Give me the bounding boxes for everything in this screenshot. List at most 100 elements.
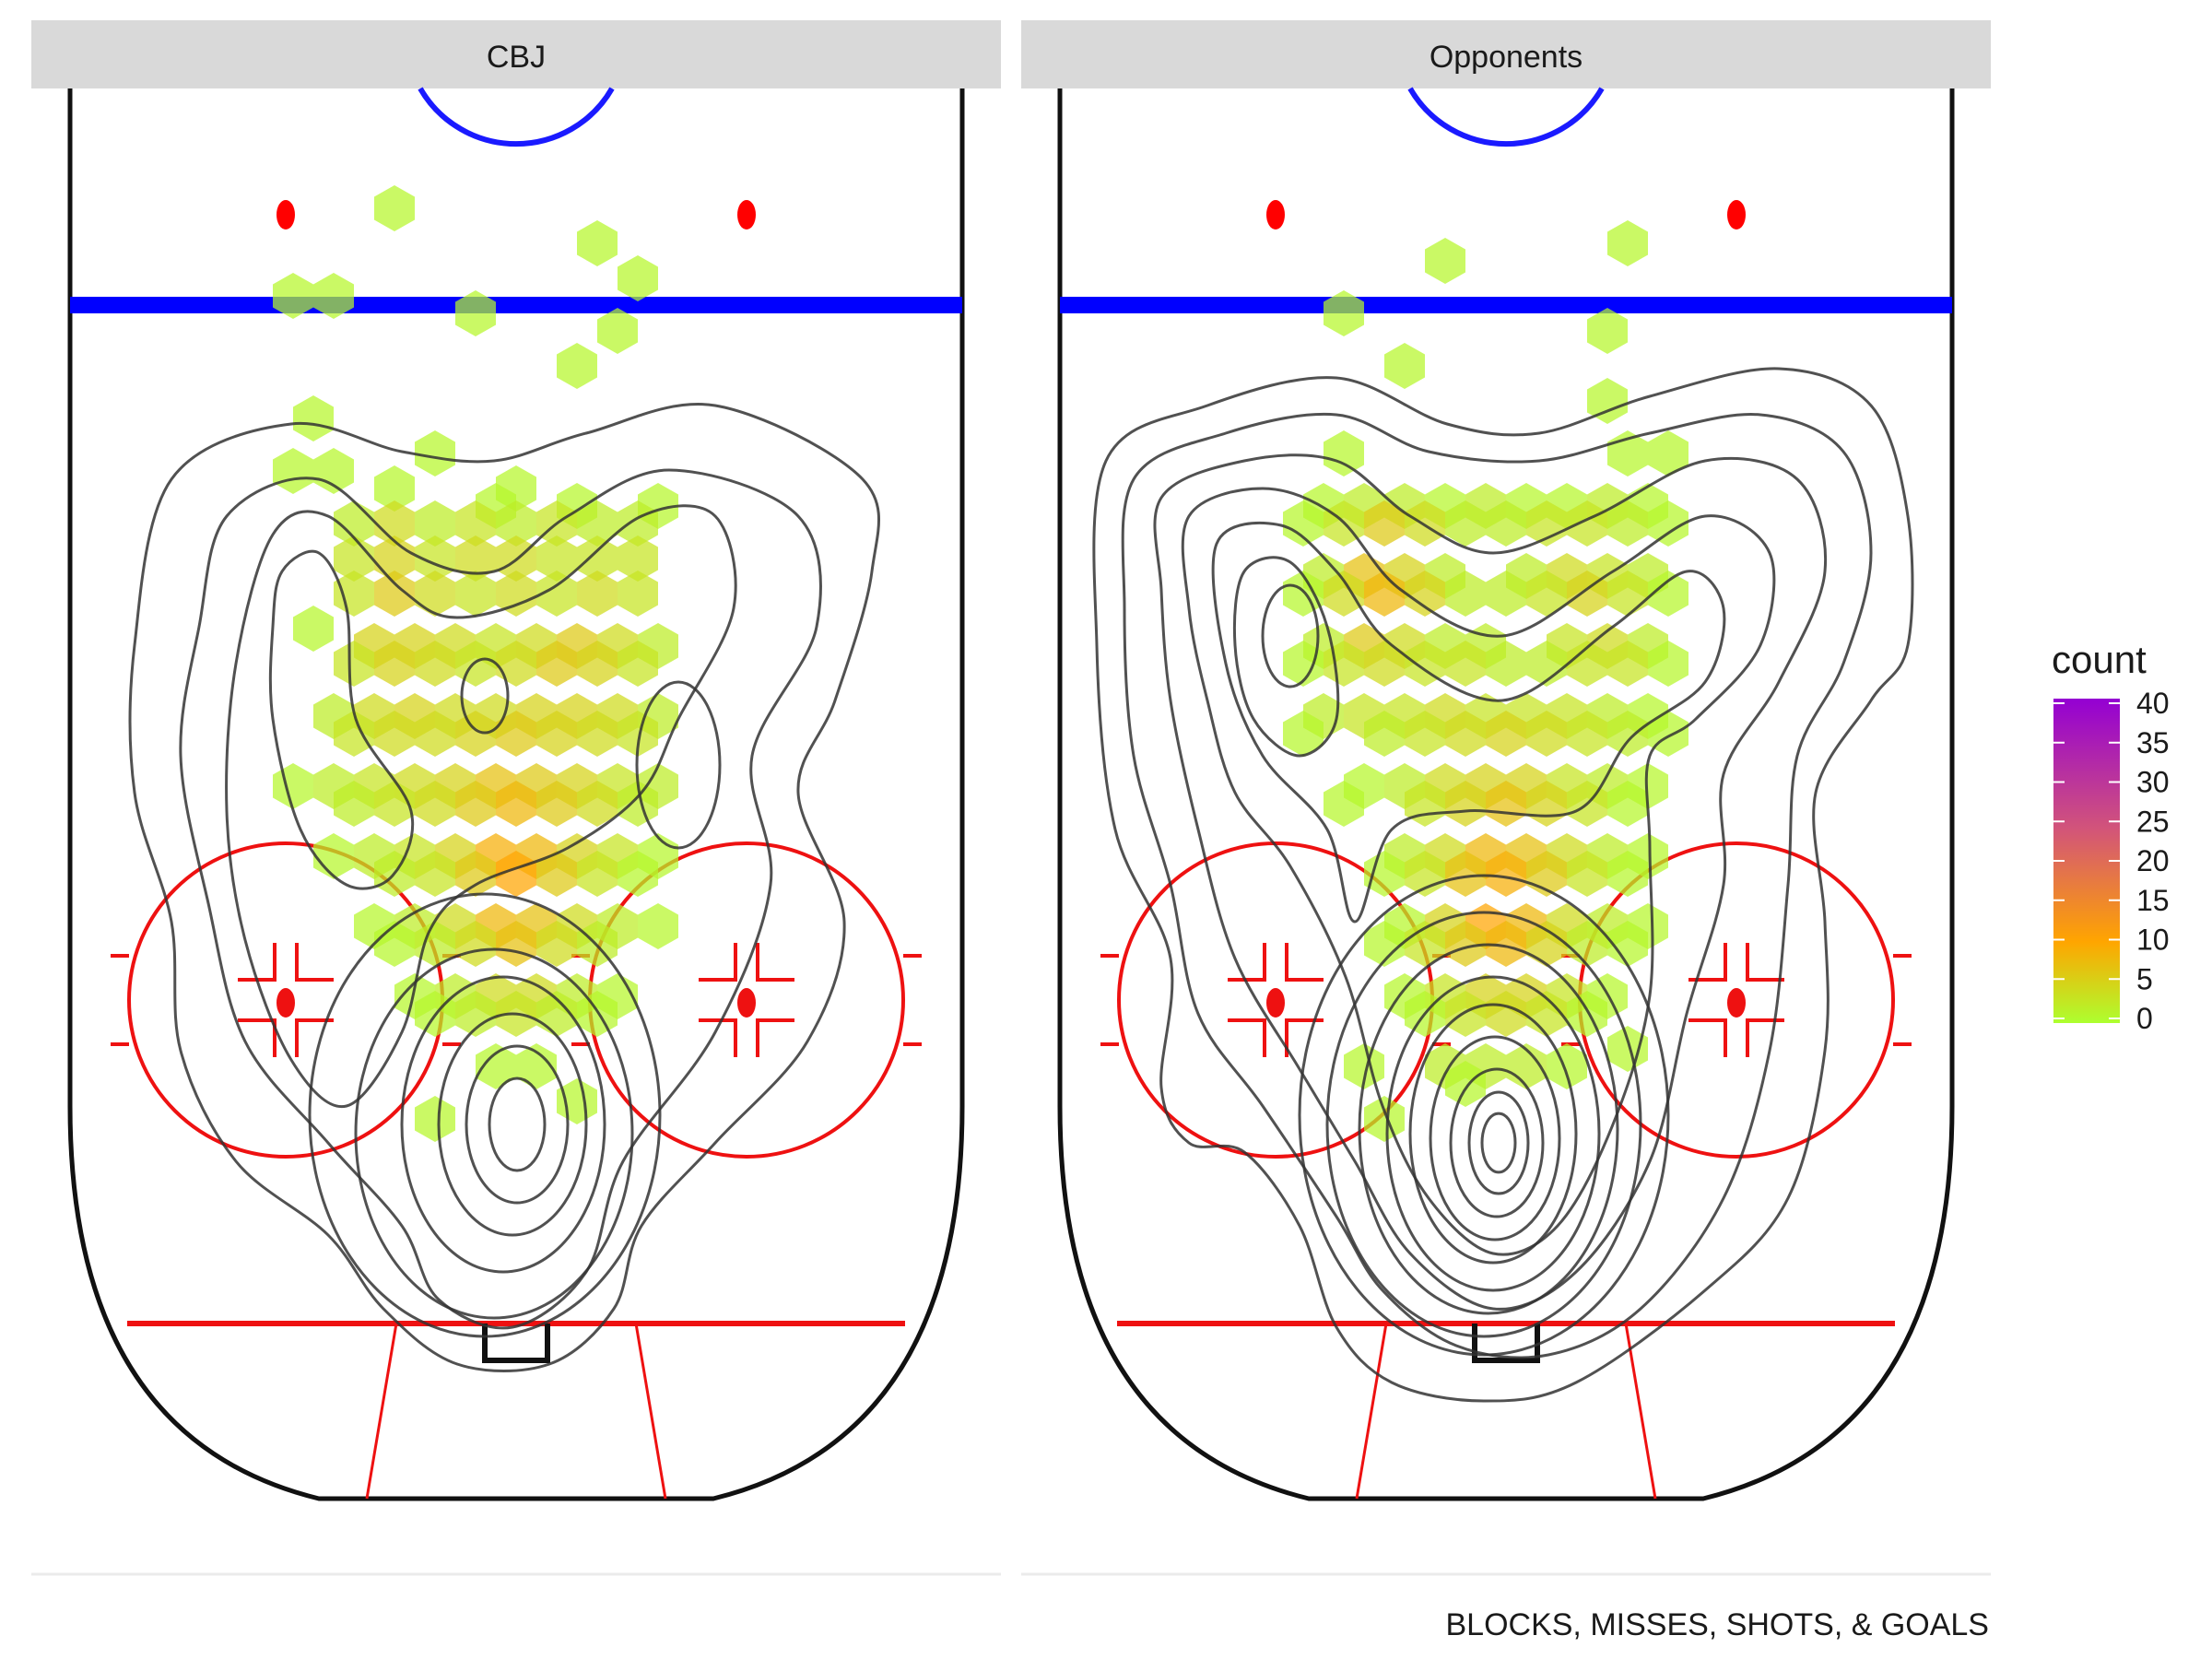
hexbin-cell [1486, 921, 1526, 967]
hexbin-cell [577, 781, 618, 827]
hexbin-cell [1364, 1096, 1405, 1142]
hexbin-cell [313, 833, 354, 879]
hexbin-cell [1445, 711, 1486, 757]
density-contours-opponents [1092, 367, 1914, 1403]
hexbin-cell [1648, 500, 1688, 547]
hexbin-cell [455, 991, 496, 1037]
density-contour [1153, 453, 1828, 1311]
hexbin-cell [1607, 430, 1648, 477]
hexbin-cell [1486, 641, 1526, 687]
faceoff-l-marker [1228, 1018, 1266, 1057]
hexbin-cell [496, 781, 536, 827]
hexbin-cell [1364, 641, 1405, 687]
facet-opponents: Opponents [1021, 20, 1991, 1501]
density-contour [635, 680, 722, 850]
density-contour [1480, 1112, 1517, 1174]
hexbin-cell [1364, 500, 1405, 547]
hexbin-cell [1607, 500, 1648, 547]
hexbin-cell [1405, 500, 1445, 547]
hexbin-cell [536, 921, 577, 967]
hexbin-cell [618, 641, 658, 687]
hexbin-cell [536, 571, 577, 617]
density-contour [1181, 487, 1776, 1256]
hexbin-cell [455, 571, 496, 617]
facet-cbj: CBJ [31, 20, 1001, 1501]
hexbin-cell [1445, 500, 1486, 547]
hexbin-cell [618, 535, 658, 582]
hexbin-cell [1526, 571, 1567, 617]
density-contour [1298, 874, 1670, 1357]
density-contour [308, 892, 662, 1338]
hexbin-cell [1567, 991, 1607, 1037]
hexbin-cell [293, 395, 334, 441]
neutral-faceoff-dot [1266, 200, 1285, 229]
hexbin-cell [1506, 1043, 1547, 1089]
hexbin-cell [273, 448, 313, 494]
density-contours-cbj [128, 403, 881, 1372]
legend-tick-label: 30 [2136, 766, 2170, 799]
hexbin-cell [536, 535, 577, 582]
count-legend: count 0 5 10 15 20 25 30 35 40 [2052, 638, 2170, 1035]
hexbin-cell [1567, 500, 1607, 547]
hexbin-cell [415, 641, 455, 687]
hexbin-cell [1648, 641, 1688, 687]
hexbin-cell [1486, 500, 1526, 547]
hexbin-cell [1547, 1043, 1587, 1089]
hexbin-cell [374, 535, 415, 582]
hexbin-cell [1526, 921, 1567, 967]
hexbin-cell [496, 851, 536, 897]
density-contour [488, 1077, 547, 1172]
hexbin-cell [618, 711, 658, 757]
density-contour [1232, 556, 1340, 758]
density-contour [1358, 943, 1619, 1315]
density-contour [179, 468, 822, 1330]
hexbin-cell [577, 571, 618, 617]
hexbin-cell [577, 851, 618, 897]
hexbin-cell [374, 500, 415, 547]
trapezoid-line [1355, 1323, 1388, 1500]
hexbin-cell [374, 711, 415, 757]
faceoff-dot [276, 988, 295, 1018]
density-contour [128, 403, 881, 1372]
trapezoid-line [365, 1323, 398, 1500]
faceoff-l-marker [699, 1018, 737, 1057]
faceoff-l-marker [1746, 943, 1784, 982]
legend-tick-label: 20 [2136, 844, 2170, 877]
faceoff-dot [737, 988, 756, 1018]
blue-line [70, 297, 962, 313]
hexbin-cell [1405, 571, 1445, 617]
faceoff-dot [1266, 988, 1285, 1018]
hexbin-cell [1364, 851, 1405, 897]
density-contour [354, 947, 634, 1320]
faceoff-l-marker [1688, 943, 1727, 982]
hexbin-cell [455, 851, 496, 897]
faceoff-l-marker [1228, 943, 1266, 982]
hexbin-cell [1648, 430, 1688, 477]
hexbin-cell [1364, 921, 1405, 967]
goal-net [482, 1324, 550, 1363]
hexbin-cell [374, 465, 415, 512]
hexbin-cell [1445, 1061, 1486, 1107]
rink-boards [67, 88, 965, 1501]
faceoff-l-marker [295, 1018, 334, 1057]
hexbin-cell [455, 781, 496, 827]
faceoff-l-marker [1285, 1018, 1324, 1057]
hexbin-cell [1607, 641, 1648, 687]
hexbin-cell [415, 851, 455, 897]
hexbin-cell [496, 571, 536, 617]
hexbin-cell [1486, 711, 1526, 757]
hexbin-cell [1607, 711, 1648, 757]
hexbin-cell [1567, 641, 1607, 687]
hexbin-cell [415, 781, 455, 827]
hexbin-cell [313, 448, 354, 494]
hexbin-cell [496, 641, 536, 687]
hexbin-cell [1486, 571, 1526, 617]
hexbin-cell [415, 535, 455, 582]
hexbin-cell [1445, 571, 1486, 617]
facet-strip [31, 20, 1001, 88]
hexbin-cell [618, 781, 658, 827]
faceoff-l-marker [238, 1018, 276, 1057]
hexbin-cell [1607, 851, 1648, 897]
hexbin-cell [334, 641, 374, 687]
facet-strip-label: Opponents [1430, 40, 1583, 75]
